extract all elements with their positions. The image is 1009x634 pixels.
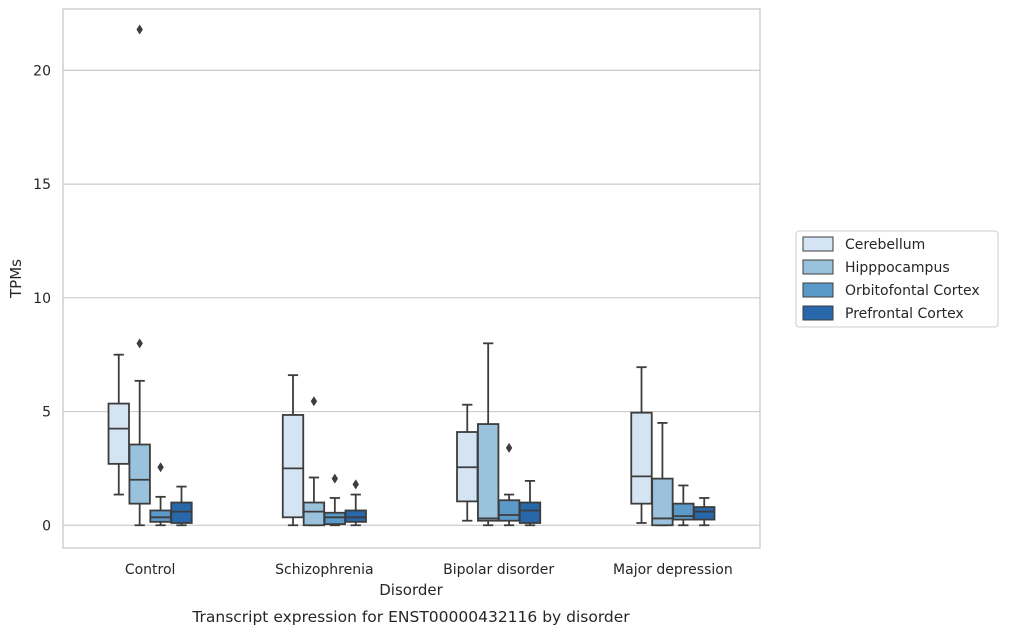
- box-body: [149, 509, 172, 523]
- box-body: [630, 411, 653, 505]
- box-plots: [107, 24, 716, 527]
- box-body: [323, 511, 346, 526]
- y-axis-label: TPMs: [7, 259, 25, 299]
- box-body: [693, 506, 716, 521]
- plot-frame: [62, 8, 761, 549]
- box-body: [497, 499, 521, 522]
- box-body: [281, 414, 305, 519]
- legend-label: Cerebellum: [845, 237, 925, 253]
- x-axis-label: Disorder: [379, 581, 443, 599]
- legend-swatch: [802, 305, 834, 321]
- outlier-point: [157, 462, 164, 473]
- x-tick-label: Bipolar disorder: [443, 562, 554, 578]
- box-2-1: [477, 342, 500, 527]
- y-tick-label: 5: [42, 405, 51, 421]
- outlier-point: [136, 338, 143, 349]
- legend-label: Hipppocampus: [845, 260, 950, 276]
- legend-swatch: [802, 282, 834, 298]
- legend-frame: [795, 230, 999, 328]
- outlier-point: [310, 396, 318, 407]
- legend-swatch: [802, 236, 834, 252]
- x-tick-labels: Control Schizophrenia Bipolar disorder Majo…: [125, 562, 733, 578]
- plot-background: [63, 9, 760, 548]
- y-tick-label: 0: [42, 518, 51, 534]
- box-2-0: [456, 403, 479, 522]
- box-body: [672, 502, 695, 521]
- y-tick-label: 15: [33, 177, 51, 193]
- box-body: [477, 423, 500, 522]
- box-3-3: [693, 497, 716, 527]
- box-1-0: [281, 374, 305, 527]
- box-1-2: [323, 473, 346, 527]
- y-tick-labels: 0 5 10 15 20: [33, 63, 51, 534]
- box-0-1: [128, 24, 151, 527]
- outlier-point: [331, 473, 339, 484]
- x-tick-label: Control: [125, 562, 176, 578]
- x-tick-label: Schizophrenia: [275, 562, 373, 578]
- box-body: [518, 501, 542, 524]
- outlier-point: [136, 24, 143, 35]
- x-tick-label: Major depression: [613, 562, 733, 578]
- box-0-0: [107, 353, 130, 496]
- box-0-3: [170, 485, 193, 527]
- legend: Cerebellum Hipppocampus Orbitofontal Corte…: [795, 230, 999, 328]
- box-body: [651, 477, 674, 527]
- box-body: [170, 501, 193, 524]
- box-body: [107, 402, 130, 465]
- box-3-0: [630, 366, 653, 524]
- box-2-3: [518, 480, 542, 527]
- legend-swatch: [802, 259, 834, 275]
- outlier-point: [505, 442, 513, 453]
- box-0-2: [149, 462, 172, 527]
- box-3-2: [672, 484, 695, 527]
- gridlines: [63, 69, 760, 526]
- y-tick-label: 20: [33, 63, 51, 79]
- y-tick-label: 10: [33, 291, 51, 307]
- box-3-1: [651, 422, 674, 527]
- box-body: [344, 509, 367, 523]
- legend-label: Prefrontal Cortex: [845, 306, 964, 322]
- figure-caption: Transcript expression for ENST0000043211…: [191, 608, 630, 626]
- box-1-3: [344, 479, 367, 527]
- outlier-point: [352, 479, 359, 490]
- box-body: [128, 443, 151, 505]
- legend-label: Orbitofontal Cortex: [845, 283, 980, 299]
- box-body: [302, 501, 326, 527]
